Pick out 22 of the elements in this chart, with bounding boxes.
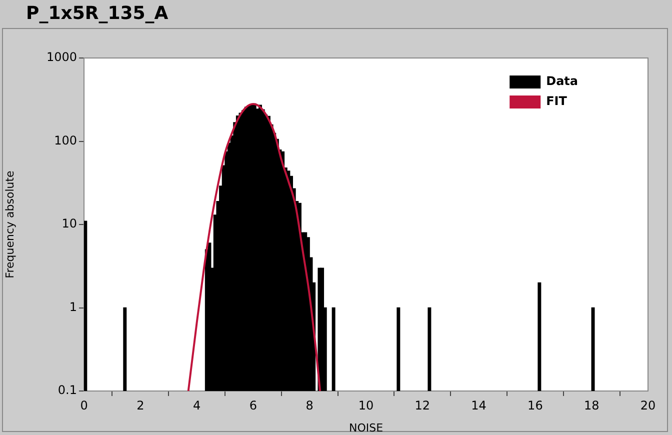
x-tick-label: 10 [358, 398, 374, 412]
x-tick-label: 0 [80, 398, 88, 412]
x-tick-label: 12 [414, 398, 430, 412]
y-tick-label: 0.1 [58, 383, 77, 398]
x-tick-label: 6 [249, 398, 258, 412]
x-tick-label: 16 [528, 398, 543, 412]
x-tick-label: 8 [306, 398, 314, 412]
legend-label: Data [546, 74, 578, 88]
legend-label: FIT [546, 94, 568, 108]
y-tick-label: 1 [69, 300, 77, 314]
y-tick-label: 10 [62, 216, 77, 231]
y-tick-label: 1000 [46, 50, 77, 64]
line-series [187, 103, 322, 391]
chart-title: P_1x5R_135_A [26, 3, 168, 24]
x-tick-label: 2 [136, 398, 144, 412]
x-tick-label: 18 [584, 398, 600, 412]
y-tick-label: 100 [54, 133, 77, 148]
y-axis-title: Frequency absolute [3, 170, 16, 278]
x-tick-label: 14 [471, 398, 486, 412]
x-axis-title: NOISE [348, 421, 384, 434]
x-tick-label: 20 [640, 398, 656, 412]
x-tick-label: 4 [192, 398, 201, 412]
